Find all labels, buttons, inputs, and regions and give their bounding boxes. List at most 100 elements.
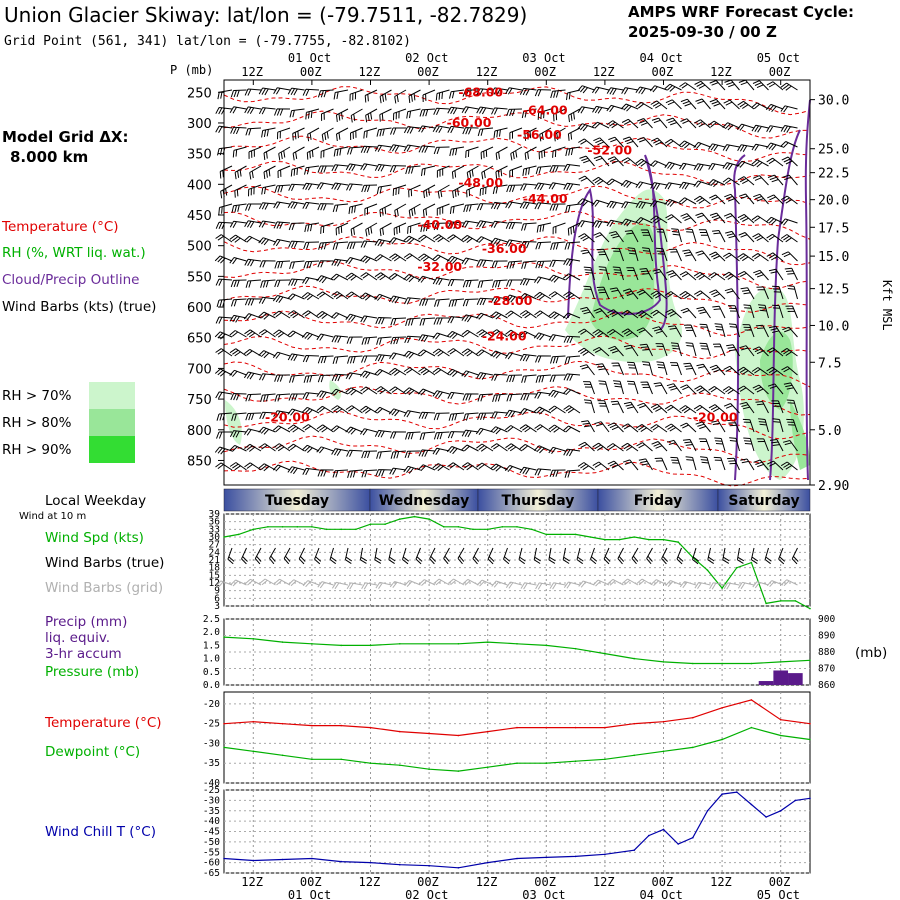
wind-barb (331, 291, 349, 300)
wind-barb (273, 238, 291, 247)
wind-barb (752, 581, 769, 589)
wind-barb (215, 348, 233, 357)
wind-barb (727, 457, 740, 471)
top-hour-label: 00Z (652, 65, 674, 79)
wind-barb (287, 443, 305, 452)
wind-barb (273, 329, 291, 338)
wind-barb (462, 89, 479, 97)
height-tick-label: 2.90 (818, 479, 849, 494)
wind-barb (621, 423, 639, 433)
temperature-contour-label: -28.00 (488, 293, 533, 308)
wind-barb (679, 581, 697, 589)
wind-speed-line-point (355, 528, 357, 531)
wind-barb (550, 241, 566, 251)
height-tick-label: 17.5 (818, 221, 849, 236)
wind-barb (287, 330, 305, 338)
wind-barb (417, 275, 436, 283)
wind-barb (390, 336, 407, 345)
wind-barb (349, 89, 363, 102)
wind-barb (722, 386, 740, 395)
y-tick-label: -25 (203, 719, 220, 730)
wind-barb (329, 547, 337, 565)
y-tick-label: 39 (209, 509, 221, 520)
temperature-contour (223, 160, 811, 186)
dewpoint-line-point (662, 750, 665, 753)
wind-barb (234, 184, 247, 198)
wind-barb (753, 269, 769, 281)
wind-barb (607, 578, 624, 586)
wind-barb (785, 305, 798, 319)
wind-barb (621, 118, 639, 129)
wind-barb (418, 125, 436, 133)
wind-barb (436, 203, 450, 216)
wind-barb (664, 161, 682, 170)
wind-barb (766, 157, 784, 167)
wind-barb (550, 355, 566, 364)
windchill-line-point (486, 861, 489, 864)
wind-barb (609, 287, 624, 300)
wind-barb (292, 127, 305, 141)
wind-barb (360, 145, 378, 154)
wind-barb (331, 448, 349, 456)
wind-barb (360, 405, 378, 414)
wind-barb (490, 87, 508, 96)
wind-barb (462, 279, 479, 288)
wind-barb (680, 118, 697, 129)
wind-barb (590, 547, 598, 565)
wind-barb (495, 146, 508, 161)
wind-barb (505, 201, 523, 209)
wind-barb (476, 203, 494, 211)
precip-bar (788, 673, 803, 685)
wind-barb (304, 165, 320, 175)
wind-barb (287, 353, 305, 362)
wind-barb (490, 329, 508, 338)
wind-barb (627, 247, 639, 262)
wind-barb (287, 293, 305, 301)
wind-barb (361, 450, 378, 459)
wind-barb (289, 374, 305, 383)
label-wind-grid: Wind Barbs (grid) (45, 580, 163, 596)
wind-barb (465, 146, 479, 158)
pressure-tick-label: 750 (187, 393, 212, 408)
wind-barb (302, 580, 320, 588)
wind-speed-line-point (369, 523, 372, 525)
wind-barb (407, 222, 421, 234)
wind-barb (481, 165, 494, 180)
wind-barb (535, 260, 552, 269)
wind-barb (550, 89, 566, 99)
top-date-label: 01 Oct (288, 51, 331, 65)
wind-speed-line-point (677, 541, 679, 543)
wind-barb (667, 439, 682, 452)
wind-barb (758, 304, 769, 319)
dewpoint-line-point (223, 746, 225, 749)
wind-barb (215, 234, 233, 243)
wind-barb (333, 89, 349, 100)
wind-barb (578, 580, 595, 588)
y-tick-label: 9 (214, 586, 220, 597)
wind-barb (791, 547, 799, 565)
wind-barb (332, 203, 349, 213)
wind-barb (611, 362, 624, 376)
wind-barb (375, 581, 392, 589)
pressure-line-point (633, 657, 635, 660)
wind-barb (389, 581, 407, 589)
legend-swatch-rh90 (89, 436, 135, 463)
wind-barb (782, 326, 798, 338)
wind-barb (603, 547, 611, 565)
pressure-tick-label: 250 (187, 86, 212, 101)
wind-barb (408, 184, 421, 198)
wind-barb (418, 411, 436, 420)
wind-barb (782, 440, 798, 452)
wind-barb (535, 582, 552, 590)
wind-barb (737, 385, 755, 395)
wind-barb (292, 146, 305, 161)
wind-barb (506, 108, 523, 117)
wind-barb (457, 547, 465, 565)
bottom-date-label: 02 Oct (405, 888, 448, 900)
wind-barb (519, 310, 537, 319)
legend-swatch-rh70 (89, 382, 135, 409)
legend-swatch-rh80 (89, 409, 135, 436)
wind-barb (336, 108, 349, 122)
wind-height-label: Wind at 10 m (19, 511, 86, 522)
temperature-contour (223, 210, 811, 240)
